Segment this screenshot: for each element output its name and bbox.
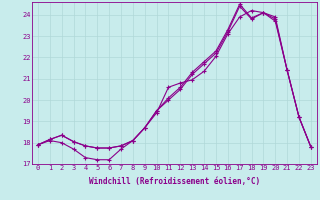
X-axis label: Windchill (Refroidissement éolien,°C): Windchill (Refroidissement éolien,°C): [89, 177, 260, 186]
